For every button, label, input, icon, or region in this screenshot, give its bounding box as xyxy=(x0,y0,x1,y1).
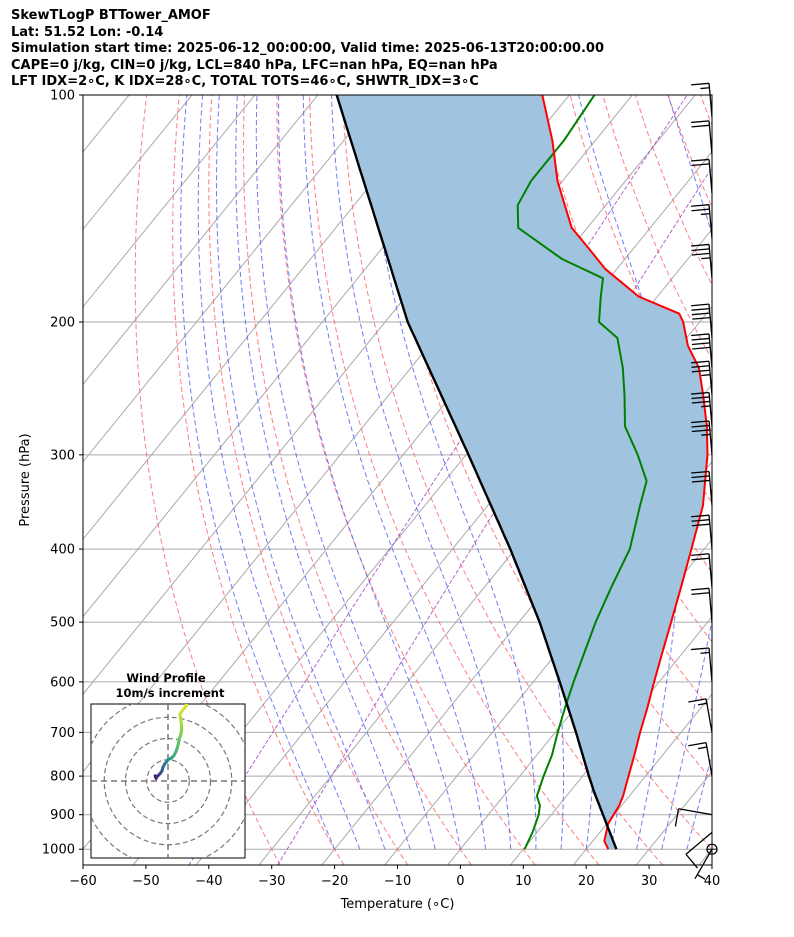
y-tick-label: 400 xyxy=(50,543,75,558)
wind-barb xyxy=(691,120,713,155)
dry-adiabat xyxy=(242,95,472,865)
wind-barb xyxy=(691,647,713,682)
parcel-path-line xyxy=(335,95,618,850)
dry-adiabat xyxy=(766,95,794,865)
wind-barb xyxy=(691,587,713,623)
hodograph-trace-segment xyxy=(184,704,189,707)
isotherm-gridline xyxy=(83,95,319,386)
wind-barb xyxy=(691,420,713,455)
isotherm-gridline xyxy=(83,95,444,541)
y-tick-label: 500 xyxy=(50,616,75,631)
x-tick-label: 10 xyxy=(515,874,532,889)
x-tick-label: −10 xyxy=(384,874,411,889)
wind-barb xyxy=(691,82,713,118)
wind-barb xyxy=(691,553,713,588)
location-line: Lat: 51.52 Lon: -0.14 xyxy=(11,24,164,40)
isotherm-gridline xyxy=(698,848,712,865)
stability-index-line: LFT IDX=2∘C, K IDX=28∘C, TOTAL TOTS=46∘C… xyxy=(11,74,479,90)
wind-barb xyxy=(691,514,713,550)
time-line: Simulation start time: 2025-06-12_00:00:… xyxy=(11,41,604,57)
wind-barb xyxy=(691,391,713,427)
y-tick-label: 100 xyxy=(50,89,75,104)
wind-barb xyxy=(691,204,713,239)
wind-barb xyxy=(691,470,713,506)
x-tick-label: 20 xyxy=(578,874,595,889)
wind-barb xyxy=(674,808,713,827)
y-axis-label: Pressure (hPa) xyxy=(18,433,33,526)
y-tick-label: 600 xyxy=(50,675,75,690)
x-tick-label: 40 xyxy=(704,874,721,889)
wind-barb xyxy=(691,303,713,339)
dry-adiabat xyxy=(208,95,409,865)
hodograph-inset: Wind Profile 10m/s increment xyxy=(90,671,246,859)
moist-adiabat xyxy=(302,95,487,850)
wind-barb xyxy=(688,698,713,733)
x-tick-label: −40 xyxy=(195,874,222,889)
chart-title: SkewTLogP BTTower_AMOF xyxy=(11,8,211,23)
moist-adiabat xyxy=(331,95,512,850)
wind-barb xyxy=(688,741,713,777)
moist-adiabat xyxy=(235,95,411,850)
y-tick-label: 1000 xyxy=(42,843,75,858)
y-tick-label: 700 xyxy=(50,726,75,741)
hodograph-title: Wind Profile xyxy=(126,671,206,685)
dry-adiabat xyxy=(309,95,600,865)
y-tick-label: 200 xyxy=(50,316,75,331)
wind-barb xyxy=(691,158,713,194)
x-tick-label: −20 xyxy=(321,874,348,889)
y-tick-label: 800 xyxy=(50,770,75,785)
x-axis-label: Temperature (∘C) xyxy=(340,897,455,912)
x-tick-label: −30 xyxy=(258,874,285,889)
dry-adiabat xyxy=(172,95,345,865)
isotherm-gridline xyxy=(572,693,712,865)
y-tick-label: 300 xyxy=(50,448,75,463)
x-tick-label: 0 xyxy=(456,874,464,889)
wind-barb xyxy=(691,360,713,396)
cape-cin-shading xyxy=(336,95,708,850)
isotherm-gridline xyxy=(0,95,66,865)
mixing-ratio-line xyxy=(277,166,712,865)
hodograph-ring xyxy=(124,737,212,825)
dry-adiabat xyxy=(700,95,712,127)
moist-adiabat xyxy=(197,95,361,850)
isotherm-gridline xyxy=(83,95,256,308)
isotherm-gridline xyxy=(83,95,193,231)
moist-adiabat xyxy=(180,95,336,850)
wind-barb xyxy=(694,848,713,880)
temperature-line xyxy=(541,95,709,850)
chart-title-block: SkewTLogP BTTower_AMOF Lat: 51.52 Lon: -… xyxy=(11,8,604,91)
isotherm-gridline xyxy=(762,95,794,865)
x-tick-label: −50 xyxy=(132,874,159,889)
moist-adiabat xyxy=(216,95,386,850)
dry-adiabat xyxy=(134,95,281,865)
x-tick-label: 30 xyxy=(641,874,658,889)
x-tick-label: −60 xyxy=(69,874,96,889)
hodograph-subtitle: 10m/s increment xyxy=(116,686,225,700)
isotherm-gridline xyxy=(447,538,712,865)
dry-adiabat xyxy=(733,95,794,865)
wind-barb xyxy=(691,243,713,279)
dewpoint-line xyxy=(516,95,648,850)
wind-barb xyxy=(691,333,713,368)
moist-adiabat xyxy=(255,95,436,850)
moist-adiabat xyxy=(363,95,537,850)
convective-params-line: CAPE=0 j/kg, CIN=0 j/kg, LCL=840 hPa, LF… xyxy=(11,57,498,73)
isotherm-gridline xyxy=(83,95,382,463)
wind-barb xyxy=(685,831,713,869)
y-tick-label: 900 xyxy=(50,808,75,823)
dry-adiabat xyxy=(276,95,536,865)
